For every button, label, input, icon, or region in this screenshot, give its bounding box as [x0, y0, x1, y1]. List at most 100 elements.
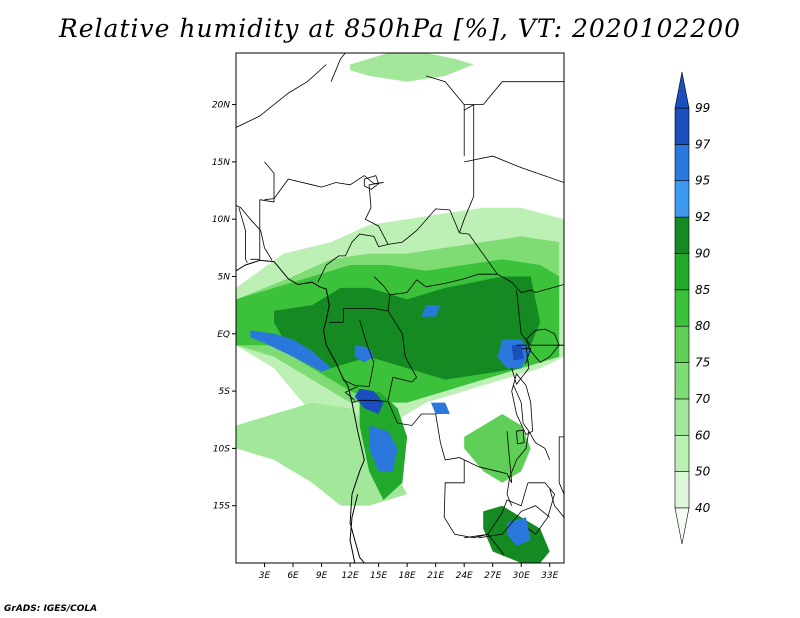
lat-tick-label: 20N	[212, 101, 230, 111]
colorbar-label: 75	[695, 356, 710, 370]
country-border	[464, 81, 522, 105]
lat-tick-label: 10S	[213, 444, 230, 454]
country-border	[549, 488, 564, 518]
colorbar-swatch	[674, 107, 690, 145]
country-border	[511, 344, 530, 386]
country-border	[521, 348, 532, 364]
humidity-region-95	[430, 402, 450, 414]
colorbar-label: 92	[695, 210, 710, 224]
colorbar-label: 60	[695, 428, 711, 442]
humidity-region-97	[354, 388, 384, 414]
colorbar-label: 70	[695, 392, 711, 406]
colorbar-swatch	[674, 289, 690, 327]
country-border	[388, 208, 498, 275]
country-border	[506, 385, 530, 506]
country-border	[443, 459, 529, 539]
lat-tick-label: 10N	[212, 215, 230, 225]
country-border	[250, 199, 261, 260]
lake-outline	[511, 373, 534, 436]
country-border	[351, 399, 465, 461]
colorbar: 40 50 60 70 75 80 85 90 92 95 97 99	[674, 71, 711, 545]
country-border	[497, 273, 564, 293]
country-border	[464, 533, 505, 556]
grads-credit: GrADS: IGES/COLA	[4, 604, 98, 614]
humidity-region-95	[369, 425, 398, 472]
lon-tick-label: 27E	[484, 571, 501, 581]
colorbar-label: 90	[695, 246, 711, 260]
lat-tick-label: 5N	[218, 272, 231, 282]
lon-tick-label: 3E	[259, 571, 271, 581]
country-border	[464, 155, 564, 183]
country-border	[343, 294, 391, 312]
colorbar-swatch	[674, 325, 690, 363]
colorbar-label: 99	[695, 101, 710, 115]
lon-tick-label: 18E	[399, 571, 416, 581]
humidity-region-60	[350, 53, 474, 82]
colorbar-swatch	[674, 144, 690, 182]
lake-outline	[525, 328, 560, 363]
lon-tick-label: 15E	[370, 571, 387, 581]
colorbar-swatch	[674, 180, 690, 218]
latitude-axis: 20N 15N 10N 5N EQ 5S 10S 15S	[212, 101, 236, 512]
lon-tick-label: 12E	[342, 571, 359, 581]
colorbar-swatch	[674, 471, 690, 509]
country-border	[459, 103, 475, 234]
colorbar-label: 40	[695, 501, 711, 515]
colorbar-swatch	[674, 253, 690, 291]
colorbar-swatch	[674, 362, 690, 400]
humidity-region-75	[464, 414, 531, 483]
country-border	[373, 273, 498, 296]
humidity-fill-layer	[236, 53, 564, 563]
humidity-region-90	[274, 276, 541, 380]
country-border	[425, 75, 465, 157]
country-border	[317, 233, 389, 283]
lon-tick-label: 30E	[513, 571, 530, 581]
country-border	[264, 175, 384, 201]
lon-tick-label: 21E	[427, 571, 444, 581]
colorbar-swatch	[674, 216, 690, 254]
chart-title: Relative humidity at 850hPa [%], VT: 202…	[58, 14, 742, 43]
colorbar-swatch	[674, 434, 690, 472]
colorbar-bottom-arrow	[674, 507, 690, 545]
country-border	[364, 182, 389, 245]
country-border	[528, 430, 551, 461]
country-border	[478, 505, 550, 539]
lat-tick-label: 15N	[212, 158, 230, 168]
country-border	[329, 308, 344, 323]
country-border	[236, 64, 327, 128]
country-border	[516, 290, 555, 346]
humidity-region-95	[421, 305, 441, 317]
lat-tick-label: EQ	[217, 330, 230, 340]
humidity-region-97	[511, 345, 525, 361]
lon-tick-label: 24E	[456, 571, 473, 581]
colorbar-label: 50	[695, 465, 711, 479]
country-border	[236, 205, 273, 261]
map-frame	[235, 52, 565, 564]
lakes-layer	[363, 175, 564, 495]
lake-outline	[516, 429, 525, 445]
country-border	[527, 482, 555, 535]
country-border	[330, 53, 346, 82]
humidity-region-95	[250, 330, 332, 372]
country-border	[342, 319, 375, 387]
lon-tick-label: 6E	[287, 571, 299, 581]
lake-outline	[363, 175, 380, 190]
lat-tick-label: 5S	[219, 387, 231, 397]
colorbar-swatch	[674, 398, 690, 436]
colorbar-label: 80	[695, 319, 711, 333]
country-borders-layer	[236, 53, 564, 556]
country-border	[259, 161, 275, 203]
country-border	[238, 207, 248, 263]
colorbar-label: 85	[695, 283, 710, 297]
colorbar-top-arrow	[674, 71, 690, 109]
country-border	[387, 310, 418, 401]
humidity-region-95	[507, 517, 531, 546]
lake-outline	[558, 436, 564, 495]
longitude-axis: 3E 6E 9E 12E 15E 18E 21E 24E 27E 30E 33E	[259, 563, 559, 581]
coastline	[236, 259, 365, 563]
colorbar-label: 97	[695, 137, 711, 151]
lon-tick-label: 9E	[316, 571, 328, 581]
colorbar-label: 95	[695, 174, 710, 188]
lon-tick-label: 33E	[541, 571, 558, 581]
